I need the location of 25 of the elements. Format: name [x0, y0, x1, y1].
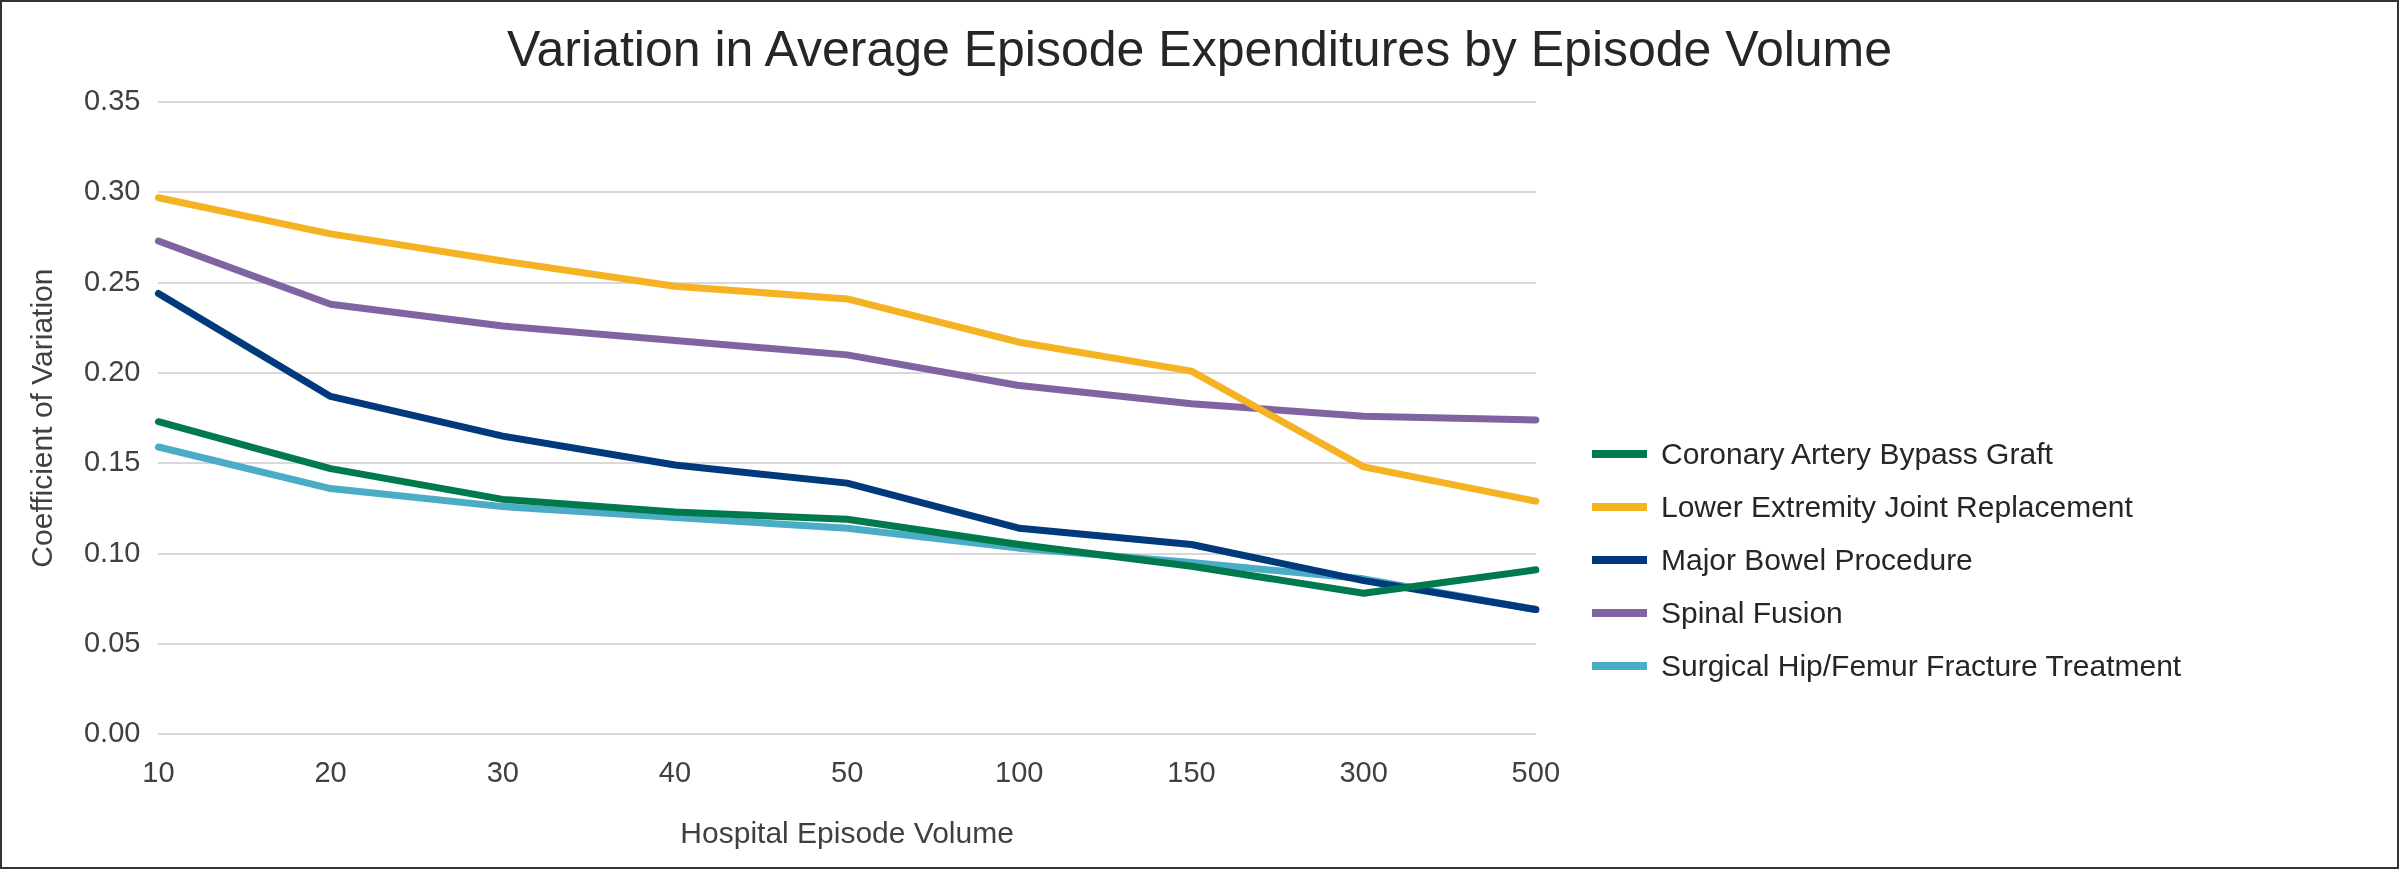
x-tick-label: 20: [314, 755, 347, 788]
legend-label: Surgical Hip/Femur Fracture Treatment: [1661, 648, 2182, 683]
y-tick-label: 0.35: [83, 84, 141, 116]
legend-label: Spinal Fusion: [1661, 595, 1843, 630]
x-tick-label: 150: [1167, 755, 1216, 788]
x-tick-label: 40: [658, 755, 692, 788]
y-tick-label: 0.25: [83, 264, 141, 297]
y-tick-label: 0.15: [83, 445, 141, 478]
legend-label: Coronary Artery Bypass Graft: [1661, 436, 2053, 471]
y-tick-label: 0.30: [83, 174, 141, 207]
x-tick-label: 500: [1511, 755, 1560, 788]
x-tick-label: 100: [995, 755, 1044, 788]
y-tick-label: 0.20: [83, 354, 141, 387]
x-tick-label: 10: [142, 755, 175, 788]
y-axis-title: Coefficient of Variation: [25, 268, 59, 568]
legend-label: Lower Extremity Joint Replacement: [1661, 489, 2133, 524]
x-axis-title: Hospital Episode Volume: [680, 816, 1014, 850]
y-tick-label: 0.10: [83, 535, 141, 568]
chart-title: Variation in Average Episode Expenditures by Episode Volume: [505, 20, 1894, 78]
y-tick-label: 0.00: [83, 716, 141, 749]
legend-label: Major Bowel Procedure: [1661, 542, 1973, 577]
x-tick-label: 50: [830, 755, 864, 788]
y-tick-label: 0.05: [83, 625, 141, 658]
x-tick-label: 300: [1339, 755, 1388, 788]
x-tick-label: 30: [486, 755, 519, 788]
